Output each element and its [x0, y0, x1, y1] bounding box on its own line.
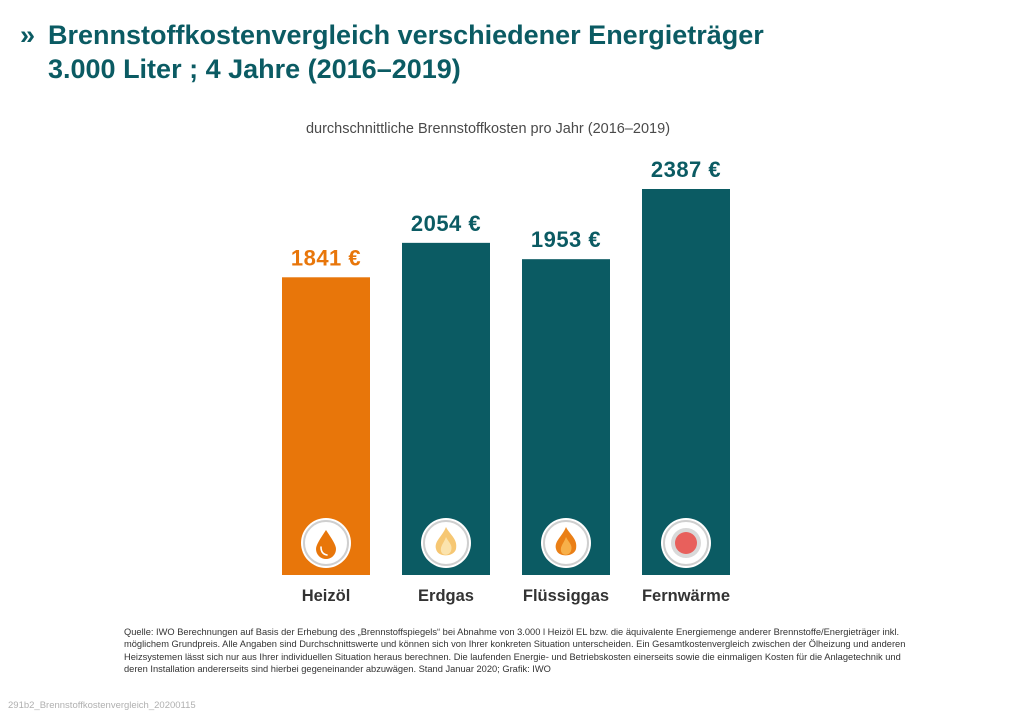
bar-group: 2387 € Fernwärme	[642, 157, 730, 605]
title-line-2: 3.000 Liter ; 4 Jahre (2016–2019)	[48, 54, 461, 84]
chart-title: durchschnittliche Brennstoffkosten pro J…	[305, 121, 671, 137]
oil-drop-icon	[301, 518, 351, 568]
flame-inner	[440, 537, 452, 555]
bar-group: 1841 € Heizöl	[282, 245, 370, 605]
value-label: 2054 €	[411, 211, 481, 236]
category-label: Erdgas	[418, 587, 474, 605]
icon-badge-ring	[423, 520, 469, 566]
page-title: » Brennstoffkostenvergleich verschiedener…	[20, 18, 764, 86]
source-footnote: Quelle: IWO Berechnungen auf Basis der E…	[124, 627, 906, 674]
drop-shape	[316, 530, 336, 559]
category-label: Fernwärme	[642, 587, 730, 605]
chevron-marker-icon: »	[20, 20, 36, 50]
bar-group: 2054 € Erdgas	[402, 211, 490, 605]
district-heating-icon	[661, 518, 711, 568]
value-label: 1953 €	[531, 227, 601, 252]
lpg-flame-icon	[541, 518, 591, 568]
heating-dot	[675, 532, 697, 554]
bar-group: 1953 € Flüssiggas	[522, 227, 610, 605]
title-text: Brennstoffkostenvergleich verschiedener …	[48, 20, 764, 50]
icon-badge-ring	[303, 520, 349, 566]
icon-badge-ring	[663, 520, 709, 566]
flame-inner	[560, 537, 572, 555]
drop-highlight	[320, 546, 328, 556]
title-line-1: » Brennstoffkostenvergleich verschiedener…	[20, 18, 764, 52]
category-label: Flüssiggas	[523, 587, 609, 605]
icon-badge-ring	[543, 520, 589, 566]
category-label: Heizöl	[302, 587, 351, 605]
value-label: 1841 €	[291, 245, 361, 270]
file-reference: 291b2_Brennstoffkostenvergleich_20200115	[8, 700, 196, 711]
bar	[642, 189, 730, 575]
gas-flame-icon	[421, 518, 471, 568]
value-label: 2387 €	[651, 157, 721, 182]
